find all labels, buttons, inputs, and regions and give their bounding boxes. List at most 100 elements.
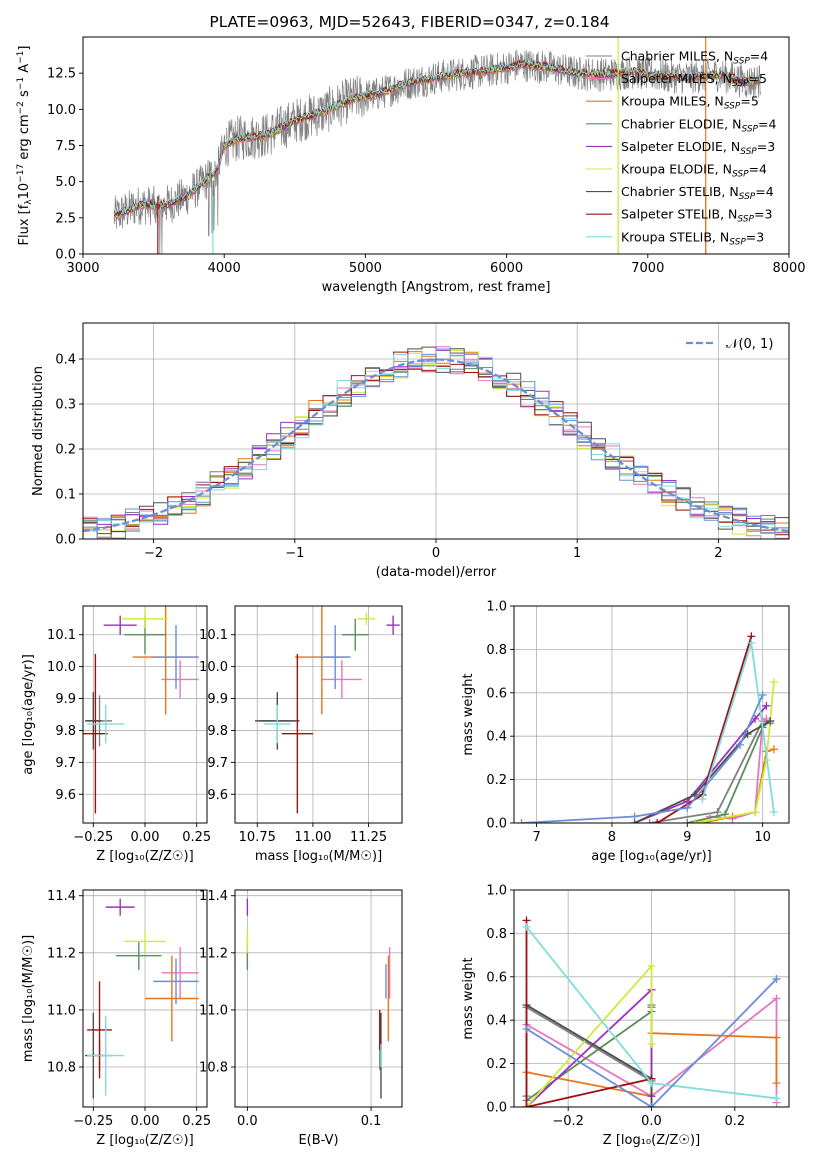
y-tick-label: 2.5 — [55, 211, 76, 226]
legend-name: Chabrier ELODIE — [621, 116, 724, 131]
y-tick-label: 0.2 — [486, 773, 507, 788]
legend-n-sub: SSP — [724, 102, 741, 112]
y-tick-label: 11.4 — [199, 889, 228, 904]
mass-weight-marker — [522, 1024, 531, 1033]
legend-n-label: N — [729, 184, 738, 199]
mass-weight-marker — [647, 1040, 656, 1049]
x-tick-label: 11.00 — [294, 830, 331, 845]
legend-name: Chabrier STELIB — [621, 184, 721, 199]
y-axis-label: mass weight — [461, 673, 476, 755]
y-tick-label: 0.0 — [486, 1101, 507, 1116]
y-tick-label: 11.0 — [47, 1003, 76, 1018]
y-tick-label: 1.0 — [486, 884, 507, 899]
x-tick-label: 11.25 — [350, 830, 387, 845]
model-spectrum-line — [113, 59, 761, 216]
y-tick-label: 0.4 — [486, 1014, 507, 1029]
x-tick-label: 0.25 — [182, 1114, 211, 1129]
x-tick-label: −0.2 — [552, 1114, 584, 1129]
legend-name: Chabrier MILES — [621, 49, 716, 64]
histogram-step — [83, 348, 789, 539]
y-axis-label-part: 10 — [17, 183, 32, 200]
axes-frame — [234, 605, 403, 824]
y-tick-label: 0.4 — [55, 353, 76, 368]
y-tick-label: 10.1 — [199, 628, 228, 643]
histogram-step — [83, 353, 789, 539]
y-axis-label: age [log₁₀(age/yr)] — [21, 654, 36, 775]
y-tick-label: 0.3 — [55, 398, 76, 413]
panel-4: 10.75 11.00 11.25 9.6 9.7 9.8 9.9 10.0 10.1 mass … — [199, 605, 403, 864]
mass-weight-marker — [769, 677, 778, 686]
mass-weight-marker — [769, 808, 778, 817]
y-tick-label: 11.4 — [47, 889, 76, 904]
legend-entry: Salpeter ELODIE, NSSP=3 — [621, 139, 775, 157]
y-tick-label: 0.8 — [486, 643, 507, 658]
panel-7: 0.0 0.1 10.8 11.0 11.2 11.4 E(B-V) — [199, 889, 403, 1148]
mass-weight-marker — [690, 819, 699, 823]
legend-n-label: N — [723, 162, 732, 177]
x-tick-label: 0.25 — [182, 830, 211, 845]
histogram-step — [83, 346, 789, 535]
y-tick-label: 1.0 — [486, 600, 507, 615]
legend-n-sub: SSP — [739, 192, 756, 202]
y-axis-label-part: −2 — [16, 101, 26, 114]
mass-weight-marker — [517, 819, 526, 823]
mass-weight-line — [687, 720, 771, 823]
y-tick-label: 11.2 — [47, 946, 76, 961]
legend-n-sub: SSP — [729, 237, 746, 247]
y-tick-label: 0.8 — [486, 927, 507, 942]
mass-weight-line — [701, 642, 775, 813]
legend-n-label: N — [724, 49, 733, 64]
panel-2: −2 −1 0 1 2 0.0 0.1 0.2 0.3 0.4 (data-model)/error… — [31, 322, 790, 580]
legend-n-label: N — [714, 94, 723, 109]
y-axis-label: Flux [fλ10−17 erg cm−2 s−1 A−1] — [16, 46, 34, 246]
mass-weight-marker — [762, 701, 771, 710]
y-tick-label: 0.6 — [486, 686, 507, 701]
mass-weight-marker — [698, 795, 707, 804]
axes-frame — [513, 605, 790, 824]
y-tick-label: 0.6 — [486, 970, 507, 985]
x-axis-label: age [log₁₀(age/yr)] — [591, 849, 712, 864]
y-tick-label: 10.0 — [47, 103, 76, 118]
legend-n-label: N — [732, 116, 741, 131]
y-axis-label-part: −1 — [16, 77, 26, 90]
legend-name: Kroupa MILES — [621, 94, 707, 109]
y-tick-label: 11.0 — [199, 1003, 228, 1018]
gaussian-curve — [83, 358, 789, 533]
y-tick-label: 9.8 — [55, 724, 76, 739]
legend-entry: 𝒩(0, 1) — [726, 337, 773, 352]
y-tick-label: 0.0 — [55, 248, 76, 263]
y-tick-label: 9.8 — [207, 724, 228, 739]
y-tick-label: 0.2 — [486, 1057, 507, 1072]
axes-frame — [82, 605, 208, 824]
x-tick-label: 4000 — [208, 261, 241, 276]
legend-entry: Salpeter STELIB, NSSP=3 — [621, 207, 772, 225]
plot-area-1 — [113, 37, 761, 254]
legend-n-label: N — [731, 139, 740, 154]
mass-weight-marker — [645, 819, 654, 823]
y-tick-label: 9.6 — [207, 788, 228, 803]
x-axis-label: E(B-V) — [298, 1133, 338, 1148]
y-tick-label: 0.1 — [55, 488, 76, 503]
mass-weight-marker — [736, 740, 745, 749]
legend-name: Salpeter STELIB — [621, 207, 720, 222]
y-tick-label: 9.6 — [55, 788, 76, 803]
legend-n-sub: SSP — [732, 79, 749, 89]
x-tick-label: 0.0 — [641, 1114, 662, 1129]
x-tick-label: 6000 — [490, 261, 523, 276]
axes-frame — [82, 322, 790, 540]
x-tick-label: 8000 — [772, 261, 805, 276]
legend-entry: Chabrier MILES, NSSP=4 — [621, 49, 768, 67]
mass-weight-marker — [772, 1094, 781, 1103]
legend-n-value: 4 — [759, 162, 767, 177]
x-tick-label: −1 — [285, 546, 304, 561]
legend-n-value: 3 — [767, 139, 775, 154]
y-axis-label-part: −1 — [16, 51, 26, 64]
mass-weight-marker — [769, 745, 778, 754]
y-axis-label-part: λ — [24, 199, 34, 205]
x-tick-label: 9 — [683, 830, 691, 845]
mass-weight-marker — [758, 690, 767, 699]
x-tick-label: 1 — [573, 546, 581, 561]
legend-n-value: 5 — [751, 94, 759, 109]
x-tick-label: 10 — [754, 830, 771, 845]
axes-frame — [234, 889, 403, 1108]
